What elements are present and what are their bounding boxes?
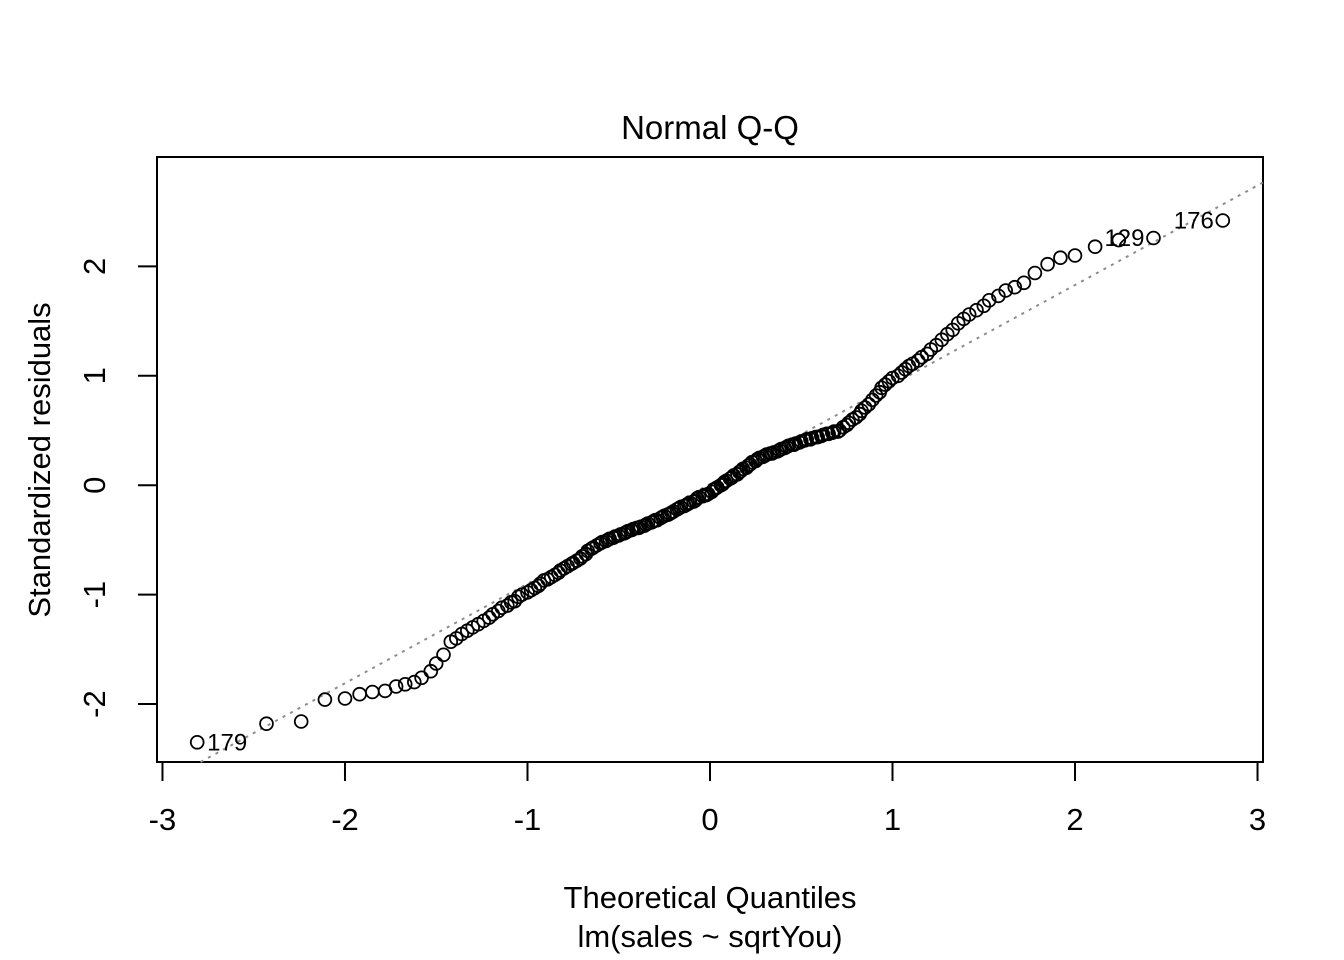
data-point [259, 716, 274, 731]
data-point [1087, 239, 1103, 255]
outlier-point-label: 176 [1174, 207, 1214, 234]
y-tick-label: -2 [77, 690, 112, 718]
y-tick-label: 2 [77, 258, 112, 275]
data-point [1067, 248, 1083, 263]
x-tick-label: 1 [884, 802, 901, 837]
data-point [841, 415, 856, 431]
outlier-point-label: 129 [1104, 225, 1144, 252]
chart-title: Normal Q-Q [621, 109, 799, 146]
plot-border [156, 156, 1264, 763]
data-point [861, 396, 877, 412]
data-point [1040, 256, 1055, 272]
data-point [981, 292, 997, 308]
data-point [991, 288, 1006, 304]
data-point [406, 674, 422, 690]
data-point [397, 676, 413, 692]
y-tick-label: -1 [77, 581, 112, 609]
data-point [428, 656, 444, 671]
data-point [1027, 265, 1043, 281]
x-tick-label: 2 [1066, 802, 1083, 837]
data-point [436, 647, 451, 663]
data-point [969, 302, 984, 318]
outlier-point-label: 179 [207, 729, 247, 756]
data-point [1111, 232, 1127, 248]
data-point [1215, 213, 1231, 228]
data-point [857, 400, 873, 415]
data-point [317, 692, 333, 707]
data-point [897, 361, 913, 377]
x-axis-sublabel: lm(sales ~ sqrtYou) [577, 919, 842, 954]
data-point [1007, 279, 1023, 295]
data-point [998, 283, 1013, 298]
data-point [337, 691, 353, 706]
data-point [500, 598, 515, 613]
x-tick-label: 3 [1249, 802, 1266, 837]
data-point [865, 392, 880, 408]
data-point [1053, 250, 1068, 266]
x-tick-label: -3 [149, 802, 177, 837]
data-point [919, 346, 935, 362]
data-point [532, 576, 548, 591]
data-point [352, 686, 367, 702]
outlier-labels: 179 129 176 [207, 207, 1214, 756]
data-point [826, 424, 842, 439]
data-point [388, 679, 404, 694]
y-axis-label: Standardized residuals [22, 302, 57, 617]
data-points [189, 213, 1231, 750]
data-point [414, 670, 429, 686]
x-tick-label: 0 [701, 802, 718, 837]
y-tick-label: 0 [77, 477, 112, 494]
x-tick-label: -1 [514, 802, 542, 837]
x-axis-ticks: -3 -2 -1 0 1 2 3 [149, 762, 1266, 837]
x-axis-label: Theoretical Quantiles [564, 880, 857, 915]
data-point [961, 307, 977, 322]
data-point [189, 734, 205, 750]
data-point [293, 714, 309, 729]
data-point [365, 684, 380, 700]
data-point [1146, 230, 1161, 246]
y-axis-ticks: -2 -1 0 1 2 [77, 258, 157, 718]
data-point [799, 431, 814, 447]
y-tick-label: 1 [77, 367, 112, 384]
x-tick-label: -2 [331, 802, 359, 837]
data-point [1016, 275, 1032, 291]
